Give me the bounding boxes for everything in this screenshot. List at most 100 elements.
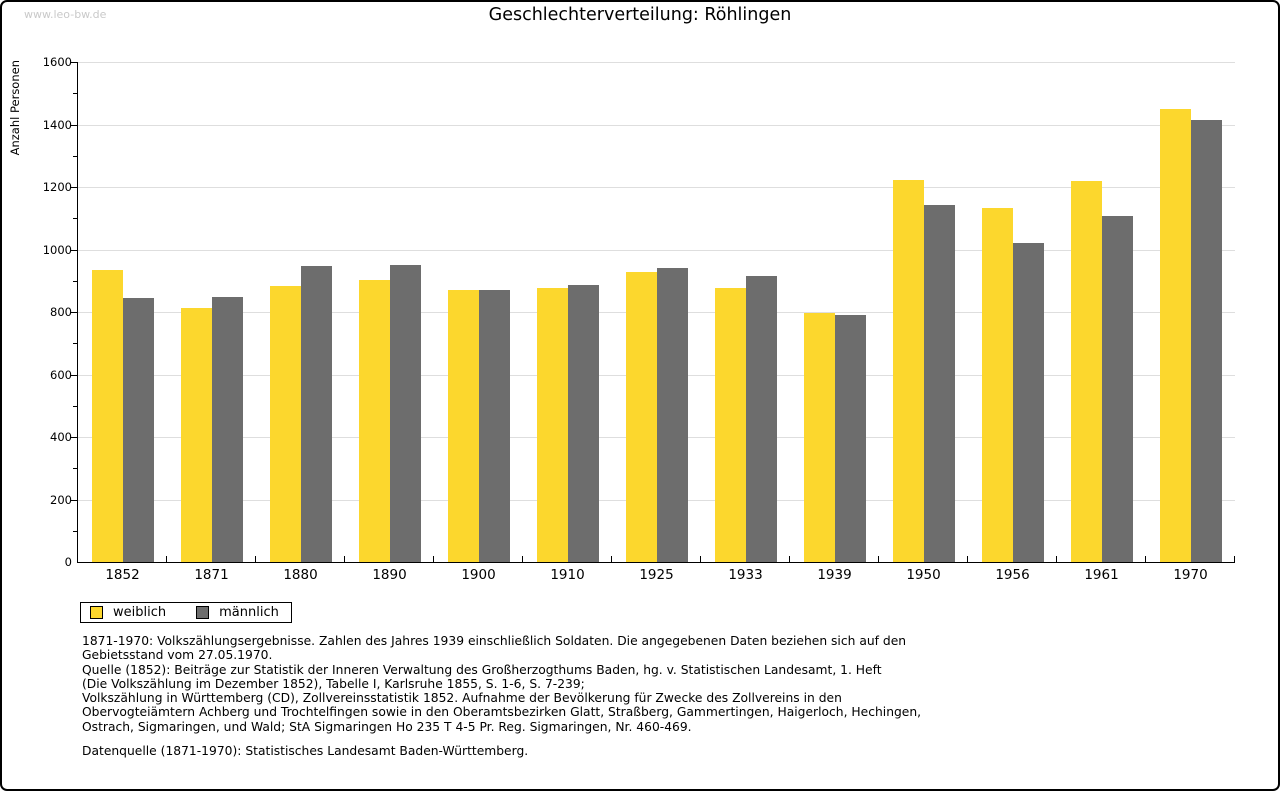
footnote-line-6: Obervogteiämtern Achberg und Trochtelfin… [82,705,922,720]
chart-title: Geschlechterverteilung: Röhlingen [488,5,792,25]
footnote-line-2: Gebietsstand vom 27.05.1970. [82,648,273,663]
bar-weiblich-1939 [803,312,835,562]
x-tick-1 [255,556,256,562]
bar-männlich-1933 [745,276,777,562]
x-label-1871: 1871 [194,567,229,583]
bar-weiblich-1880 [269,286,301,562]
y-tick-label-800: 800 [50,305,72,319]
x-tick-9 [967,556,968,562]
y-tick-label-1600: 1600 [42,55,72,69]
plot-area: 0 200 400 600 800 1000 1200 1400 1600 1852 1871 188… [43,55,1235,583]
gridline-1200 [78,187,1235,188]
x-label-1956: 1956 [995,567,1030,583]
x-label-1880: 1880 [283,567,318,583]
y-tick-1600 [70,62,77,63]
y-tick-100 [73,530,77,532]
y-tick-500 [73,405,77,407]
x-label-1970: 1970 [1173,567,1208,583]
x-label-1939: 1939 [817,567,852,583]
y-tick-label-1400: 1400 [42,117,72,132]
y-tick-300 [73,468,77,470]
x-tick-8 [878,556,879,562]
y-tick-label-1200: 1200 [42,180,72,194]
bar-weiblich-1956 [981,207,1013,562]
y-tick-1000 [70,249,77,251]
footnote-line-5: Volkszählung in Württemberg (CD), Zollve… [82,691,842,706]
footnote-line-1: 1871-1970: Volkszählungsergebnisse. Zahl… [82,634,907,648]
bar-weiblich-1961 [1070,180,1102,562]
x-label-1900: 1900 [461,567,496,583]
y-tick-400 [70,437,77,438]
bar-weiblich-1910 [536,287,568,562]
y-tick-200 [70,499,77,501]
x-label-1933: 1933 [728,567,763,583]
x-label-1890: 1890 [372,567,407,583]
legend-swatch-weiblich-icon [90,606,103,619]
y-tick-600 [70,374,77,376]
gridline-1000 [78,249,1235,251]
x-label-1910: 1910 [550,567,585,583]
x-label-1950: 1950 [906,567,941,583]
legend: weiblich männlich [80,602,292,623]
x-tick-5 [611,556,612,562]
x-tick-10 [1056,556,1057,562]
gridline-1400 [78,124,1235,126]
bar-männlich-1956 [1012,242,1044,562]
bar-männlich-1970 [1190,120,1222,562]
y-tick-800 [70,312,77,313]
x-label-1852: 1852 [105,567,140,583]
bar-weiblich-1970 [1159,108,1191,562]
bar-männlich-1852 [122,297,154,562]
bar-männlich-1890 [389,265,421,562]
x-tick-6 [700,556,701,562]
x-tick-3 [433,556,434,562]
x-tick-12 [1234,556,1235,562]
y-tick-1200 [70,187,77,188]
bar-weiblich-1900 [447,289,479,562]
legend-label-maennlich: männlich [219,605,279,620]
y-tick-1500 [73,93,77,95]
bar-weiblich-1852 [91,270,123,562]
y-tick-label-600: 600 [50,367,72,382]
y-tick-label-400: 400 [50,430,72,444]
bar-männlich-1910 [567,285,599,562]
legend-item-maennlich: männlich [196,605,279,620]
legend-swatch-maennlich-icon [196,606,210,619]
footnote-line-4: (Die Volkszählung im Dezember 1852), Tab… [82,676,585,691]
y-tick-label-1000: 1000 [42,242,72,257]
bar-weiblich-1950 [892,179,924,562]
bar-männlich-1939 [834,314,866,562]
y-tick-1100 [73,218,77,220]
bar-weiblich-1925 [625,272,657,562]
y-tick-label-0: 0 [64,555,72,569]
bar-weiblich-1890 [358,279,390,562]
y-tick-1300 [73,155,77,157]
gridline-1600 [78,62,1235,63]
x-tick-2 [344,556,345,562]
bar-männlich-1880 [300,266,332,562]
y-tick-900 [73,280,77,282]
bar-männlich-1961 [1101,216,1133,562]
x-tick-0 [166,556,167,562]
x-tick-11 [1145,556,1146,562]
bar-männlich-1871 [211,297,243,562]
x-tick-7 [789,556,790,562]
x-label-1961: 1961 [1084,567,1119,583]
y-axis-title: Anzahl Personen [8,60,22,156]
bar-männlich-1925 [656,267,688,562]
footnote-line-7: Ostrach, Sigmaringen, und Wald; StA Sigm… [82,719,692,734]
footnotes: 1871-1970: Volkszählungsergebnisse. Zahl… [82,634,921,734]
bar-weiblich-1933 [714,287,746,562]
site-watermark: www.leo-bw.de [24,8,107,21]
datasource-note: Datenquelle (1871-1970): Statistisches L… [82,744,529,758]
x-label-1925: 1925 [639,567,674,583]
legend-label-weiblich: weiblich [113,605,167,620]
bar-weiblich-1871 [180,308,212,562]
bar-männlich-1900 [478,290,510,562]
y-tick-1400 [70,124,77,126]
bar-männlich-1950 [923,205,955,562]
y-tick-700 [73,343,77,345]
y-tick-label-200: 200 [50,492,72,507]
footnote-line-3: Quelle (1852): Beiträge zur Statistik de… [82,662,882,677]
